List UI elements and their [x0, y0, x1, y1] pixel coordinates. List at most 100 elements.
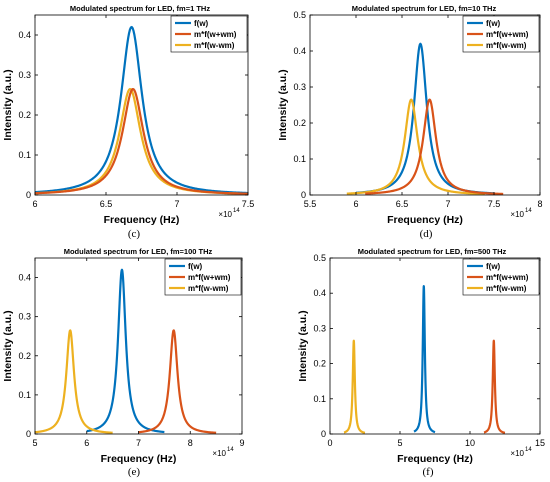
chart-panel: Modulated spectrum for LED, fm=100 THz 5 6… [2, 247, 245, 478]
series-line-plus [482, 339, 507, 434]
y-tick-label: 0.4 [293, 46, 306, 56]
legend-label: m*f(w-wm) [194, 41, 235, 50]
x-multiplier: ×10 [212, 449, 226, 458]
y-tick-label: 0 [26, 429, 31, 439]
x-tick-label: 8 [537, 199, 542, 209]
x-multiplier: ×10 [510, 449, 524, 458]
series-line-f [412, 285, 437, 434]
x-tick-label: 5.5 [304, 199, 317, 209]
y-tick-label: 0.4 [18, 273, 31, 283]
y-tick-label: 0.2 [313, 359, 326, 369]
x-tick-label: 0 [327, 438, 332, 448]
legend-label: m*f(w-wm) [486, 41, 527, 50]
y-axis-label: Intensity (a.u.) [2, 69, 14, 140]
y-tick-label: 0.3 [313, 323, 326, 333]
chart-title: Modulated spectrum for LED, fm=100 THz [64, 247, 213, 256]
series-line-minus [346, 98, 486, 195]
y-tick-label: 0.1 [293, 154, 306, 164]
y-tick-label: 0.5 [293, 10, 306, 20]
y-axis-label: Intensity (a.u.) [277, 69, 289, 140]
legend-label: f(w) [486, 19, 501, 28]
plot-frame [329, 257, 541, 435]
x-tick-label: 7 [445, 199, 450, 209]
legend-label: m*f(w+wm) [486, 30, 529, 39]
x-tick-label: 7 [136, 438, 141, 448]
x-axis-label: Frequency (Hz) [101, 453, 177, 465]
x-tick-label: 7 [174, 199, 179, 209]
x-multiplier-exponent: 14 [525, 447, 532, 453]
x-multiplier-exponent: 14 [525, 208, 532, 214]
x-axis-label: Frequency (Hz) [397, 453, 473, 465]
x-tick-label: 15 [535, 438, 545, 448]
y-tick-label: 0.5 [313, 253, 326, 263]
series-group [35, 268, 217, 434]
series-group [346, 42, 504, 195]
series-line-minus [35, 87, 248, 195]
series-line-f [35, 25, 248, 195]
legend: f(w) m*f(w+wm) m*f(w-wm) [170, 15, 248, 53]
legend-label: f(w) [194, 19, 209, 28]
series-group [342, 285, 507, 434]
x-tick-label: 10 [465, 438, 475, 448]
x-tick-label: 5 [397, 438, 402, 448]
y-tick-label: 0.2 [293, 118, 306, 128]
x-tick-label: 5 [32, 438, 37, 448]
legend-label: m*f(w-wm) [486, 284, 527, 293]
legend: f(w) m*f(w+wm) m*f(w-wm) [462, 258, 540, 296]
plot-frame [34, 14, 249, 196]
y-tick-label: 0.3 [18, 70, 31, 80]
y-tick-label: 0.4 [313, 288, 326, 298]
legend: f(w) m*f(w+wm) m*f(w-wm) [164, 258, 242, 296]
chart-panel: Modulated spectrum for LED, fm=10 THz 5.5… [277, 4, 543, 240]
x-tick-label: 7.5 [242, 199, 255, 209]
chart-title: Modulated spectrum for LED, fm=1 THz [70, 4, 210, 13]
legend-label: m*f(w+wm) [486, 273, 529, 282]
legend-label: m*f(w+wm) [188, 273, 231, 282]
x-tick-label: 7.5 [488, 199, 501, 209]
y-tick-label: 0.1 [18, 150, 31, 160]
series-line-minus [35, 329, 114, 434]
y-axis-label: Intensity (a.u.) [2, 310, 14, 381]
x-axis-label: Frequency (Hz) [104, 214, 180, 226]
x-multiplier: ×10 [218, 210, 232, 219]
y-tick-label: 0.3 [18, 312, 31, 322]
y-axis-label: Intensity (a.u.) [297, 310, 309, 381]
panel-caption: (d) [420, 228, 433, 240]
chart-panel: Modulated spectrum for LED, fm=500 THz 0 5… [297, 247, 545, 478]
series-line-f [85, 268, 166, 434]
panel-caption: (f) [423, 466, 434, 478]
legend: f(w) m*f(w+wm) m*f(w-wm) [462, 15, 540, 53]
series-line-minus [342, 339, 367, 434]
chart-title: Modulated spectrum for LED, fm=10 THz [352, 4, 497, 13]
x-tick-label: 6 [32, 199, 37, 209]
legend-label: m*f(w+wm) [194, 30, 237, 39]
x-tick-label: 8 [188, 438, 193, 448]
x-multiplier: ×10 [510, 210, 524, 219]
series-line-plus [137, 329, 217, 434]
plot-frame [309, 14, 541, 196]
x-tick-label: 9 [239, 438, 244, 448]
series-line-plus [364, 98, 504, 195]
legend-label: f(w) [188, 262, 203, 271]
chart-panel: Modulated spectrum for LED, fm=1 THz 6 6.5… [2, 4, 254, 240]
y-tick-label: 0.1 [313, 394, 326, 404]
legend-label: f(w) [486, 262, 501, 271]
y-tick-label: 0.3 [293, 82, 306, 92]
y-tick-label: 0.2 [18, 110, 31, 120]
x-tick-label: 6 [84, 438, 89, 448]
y-tick-label: 0 [26, 190, 31, 200]
y-tick-label: 0 [321, 429, 326, 439]
y-tick-label: 0 [301, 190, 306, 200]
legend-label: m*f(w-wm) [188, 284, 229, 293]
series-line-plus [35, 87, 248, 195]
x-tick-label: 6 [353, 199, 358, 209]
chart-title: Modulated spectrum for LED, fm=500 THz [358, 247, 507, 256]
panel-caption: (c) [128, 228, 141, 240]
series-group [35, 25, 248, 195]
x-tick-label: 6.5 [100, 199, 113, 209]
y-tick-label: 0.1 [18, 390, 31, 400]
x-axis-label: Frequency (Hz) [387, 214, 463, 226]
x-tick-label: 6.5 [396, 199, 409, 209]
x-multiplier-exponent: 14 [233, 208, 240, 214]
